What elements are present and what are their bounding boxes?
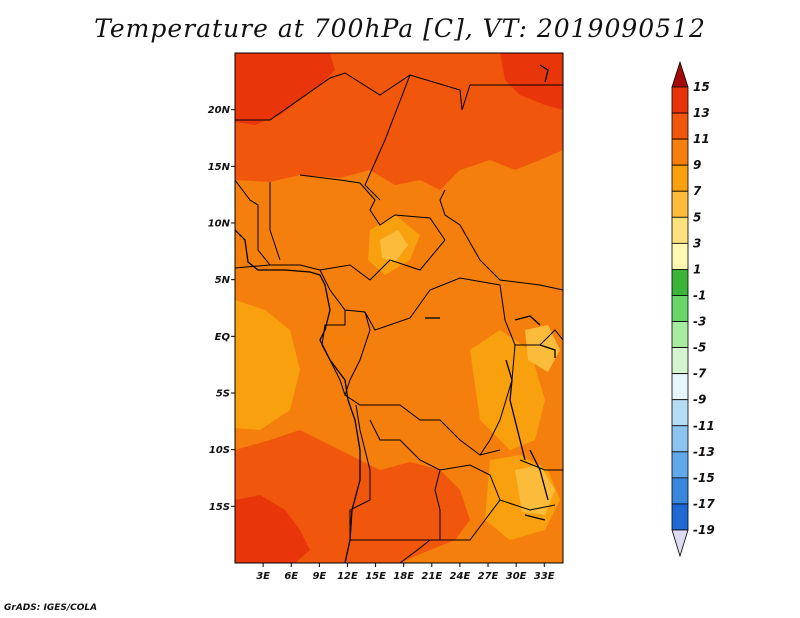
colorbar: 15 13 11 9 7 5 3 1 -1 -3 -5 -7 -9 -11 -13 -15 -17 -19 bbox=[671, 60, 715, 558]
colorbar-box bbox=[671, 399, 689, 427]
colorbar-box bbox=[671, 503, 689, 531]
colorbar-box bbox=[671, 112, 689, 140]
x-tick-label: 6E bbox=[284, 571, 298, 582]
field-13-15-ne bbox=[500, 53, 563, 110]
country-borders bbox=[235, 72, 563, 563]
colorbar-label: 1 bbox=[693, 262, 701, 276]
colorbar-box bbox=[671, 138, 689, 166]
colorbar-box bbox=[671, 269, 689, 296]
field-5-7-se bbox=[515, 465, 555, 515]
colorbar-label: 9 bbox=[693, 158, 701, 172]
x-tick-label: 12E bbox=[337, 571, 358, 582]
colorbar-box bbox=[671, 216, 689, 244]
colorbar-label: 13 bbox=[693, 106, 710, 120]
x-tick-label: 15E bbox=[365, 571, 386, 582]
colorbar-label: -11 bbox=[693, 419, 715, 433]
y-tick-label: 20N bbox=[208, 105, 231, 116]
colorbar-top-arrow bbox=[671, 60, 689, 88]
x-tick-label: 27E bbox=[478, 571, 499, 582]
colorbar-label: -17 bbox=[693, 497, 715, 511]
colorbar-label: 11 bbox=[693, 132, 710, 146]
field-13-15-sw bbox=[235, 495, 310, 563]
coastlines bbox=[235, 64, 556, 563]
colorbar-box bbox=[671, 86, 689, 114]
colorbar-label: -7 bbox=[693, 367, 707, 381]
map-frame bbox=[234, 52, 564, 564]
y-tick-label: 10N bbox=[208, 219, 231, 230]
colorbar-label: -1 bbox=[693, 288, 706, 302]
colorbar-label: 5 bbox=[693, 210, 701, 224]
colorbar-label: -3 bbox=[693, 315, 706, 329]
x-tick-label: 33E bbox=[534, 571, 555, 582]
colorbar-label: 15 bbox=[693, 80, 710, 94]
x-tick-label: 30E bbox=[506, 571, 527, 582]
map-title: Temperature at 700hPa [C], VT: 201909051… bbox=[94, 14, 706, 43]
colorbar-box bbox=[671, 373, 689, 401]
y-tick-label: 5N bbox=[215, 275, 231, 286]
x-axis: 3E 6E 9E 12E 15E 18E 21E 24E 27E 30E 33E bbox=[256, 563, 555, 582]
colorbar-bottom-arrow bbox=[671, 529, 689, 558]
colorbar-box bbox=[671, 164, 689, 192]
x-tick-label: 9E bbox=[312, 571, 326, 582]
colorbar-label: -13 bbox=[693, 445, 715, 459]
colorbar-label: -9 bbox=[693, 393, 706, 407]
colorbar-label: 3 bbox=[693, 236, 701, 250]
y-tick-label: 15N bbox=[208, 162, 231, 173]
x-tick-label: 3E bbox=[256, 571, 270, 582]
colorbar-box bbox=[671, 242, 689, 270]
colorbar-label: -19 bbox=[693, 523, 715, 537]
colorbar-box bbox=[671, 451, 689, 479]
credit-label: GrADS: IGES/COLA bbox=[4, 603, 98, 613]
y-tick-label: 5S bbox=[216, 389, 230, 400]
colorbar-box bbox=[671, 295, 689, 322]
colorbar-label: -15 bbox=[693, 471, 715, 485]
field-7-9-west bbox=[235, 300, 300, 430]
field-13-15-nw bbox=[235, 53, 335, 125]
colorbar-label: -5 bbox=[693, 341, 706, 355]
colorbar-box bbox=[671, 321, 689, 348]
y-axis: 20N 15N 10N 5N EQ 5S 10S 15S bbox=[208, 105, 235, 513]
x-tick-label: 21E bbox=[421, 571, 442, 582]
y-tick-label: 15S bbox=[209, 502, 230, 513]
colorbar-box bbox=[671, 477, 689, 505]
x-tick-label: 24E bbox=[450, 571, 471, 582]
colorbar-label: 7 bbox=[693, 184, 702, 198]
y-tick-label: EQ bbox=[215, 332, 231, 343]
colorbar-box bbox=[671, 425, 689, 453]
y-tick-label: 10S bbox=[209, 445, 230, 456]
field-7-9-east bbox=[470, 330, 545, 450]
temperature-field bbox=[235, 53, 563, 563]
colorbar-box bbox=[671, 347, 689, 375]
colorbar-box bbox=[671, 190, 689, 218]
field-5-7-central bbox=[380, 230, 408, 262]
x-tick-label: 18E bbox=[393, 571, 414, 582]
field-5-7-east bbox=[525, 325, 560, 372]
